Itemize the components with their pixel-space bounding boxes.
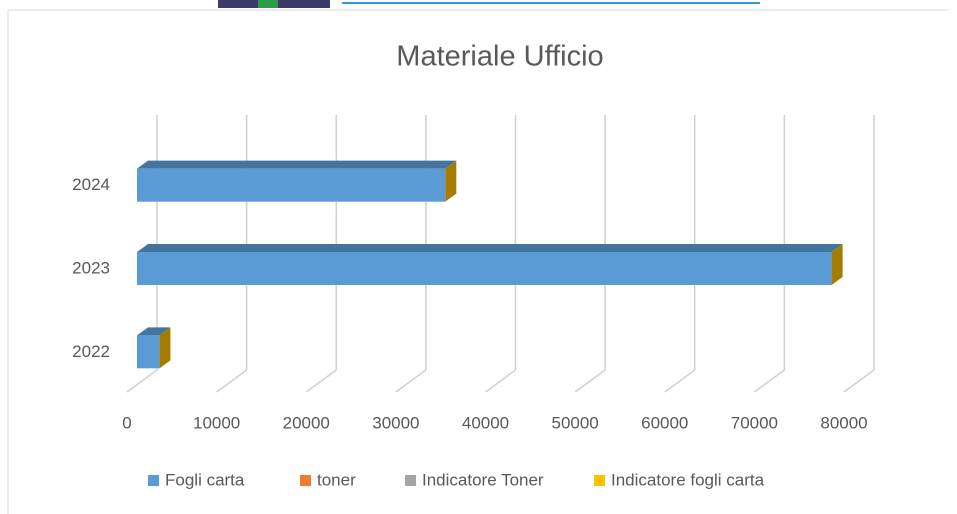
y-tick-label: 2022 (72, 342, 110, 361)
chart-border (7, 9, 948, 514)
bar-side (159, 327, 171, 369)
grid-line (664, 115, 696, 393)
x-tick-label: 50000 (551, 413, 598, 432)
y-tick-label: 2024 (72, 175, 110, 194)
grid-line (485, 115, 517, 393)
legend-label: toner (317, 470, 356, 489)
bar (137, 244, 843, 285)
bar-front (137, 168, 446, 202)
chart-title: Materiale Ufficio (396, 41, 603, 73)
bar (137, 160, 457, 202)
x-tick-label: 70000 (731, 413, 778, 432)
legend-label: Indicatore fogli carta (611, 470, 765, 489)
bar-side (445, 160, 457, 202)
x-tick-label: 0 (122, 413, 131, 432)
bar-top (137, 244, 843, 252)
legend-swatch (405, 475, 416, 486)
y-tick-label: 2023 (72, 258, 110, 277)
legend-swatch (300, 475, 311, 486)
logo-part (258, 0, 278, 8)
grid-line (843, 115, 875, 393)
legend-swatch (148, 475, 159, 486)
x-tick-label: 40000 (462, 413, 509, 432)
grid-line (753, 115, 786, 393)
x-tick-label: 30000 (372, 413, 419, 432)
bar (137, 327, 171, 369)
legend-label: Indicatore Toner (422, 470, 544, 489)
bar-top (137, 327, 171, 336)
bar-front (137, 335, 160, 369)
legend-swatch (594, 475, 605, 486)
bar-front (137, 252, 832, 285)
bar-side (831, 244, 843, 285)
x-tick-label: 80000 (820, 413, 867, 432)
grid-line (574, 115, 606, 393)
x-tick-label: 20000 (283, 413, 330, 432)
legend-label: Fogli carta (165, 470, 245, 489)
bar-top (137, 160, 457, 169)
x-tick-label: 60000 (641, 413, 688, 432)
x-tick-label: 10000 (193, 413, 240, 432)
